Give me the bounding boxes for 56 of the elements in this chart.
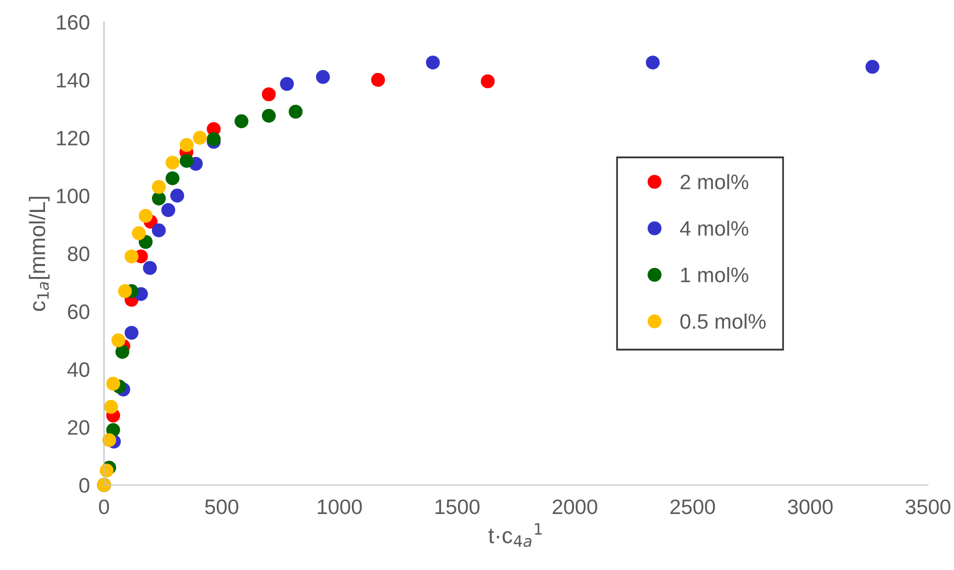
y-tick-label: 20 xyxy=(68,420,90,435)
point xyxy=(152,180,166,194)
x-tick-label: 3000 xyxy=(788,499,833,514)
point xyxy=(166,156,180,170)
point xyxy=(124,249,138,264)
point xyxy=(371,72,385,87)
legend-label: 2 mol% xyxy=(680,174,748,190)
y-tick-label: 160 xyxy=(56,15,90,30)
point xyxy=(152,223,166,238)
point xyxy=(166,171,180,186)
point xyxy=(426,56,440,70)
point xyxy=(288,104,303,119)
x-tick-label: 2000 xyxy=(552,499,598,514)
point xyxy=(206,132,221,146)
x-tick-label: 3500 xyxy=(906,499,950,514)
y-tick-label: 0 xyxy=(79,478,90,493)
x-tick-label: 1000 xyxy=(318,499,362,514)
y-tick-label: 140 xyxy=(56,72,90,88)
point xyxy=(180,138,194,152)
point xyxy=(865,60,880,74)
legend-label: 1 mol% xyxy=(681,267,748,282)
y-tick-label: 120 xyxy=(56,130,90,146)
x-tick-label: 1500 xyxy=(436,499,480,514)
point xyxy=(180,154,194,168)
point xyxy=(161,203,176,218)
point xyxy=(104,400,118,414)
point xyxy=(262,87,276,102)
point xyxy=(102,433,116,448)
point xyxy=(192,130,207,145)
point xyxy=(132,226,146,240)
point xyxy=(280,76,294,91)
point xyxy=(142,261,157,275)
point xyxy=(646,56,660,70)
point xyxy=(152,192,166,206)
y-tick-label: 60 xyxy=(68,304,90,320)
y-tick-label: 40 xyxy=(67,362,90,378)
point xyxy=(106,376,120,391)
x-axis-title: t·c$_{4a}$$^{1}$ xyxy=(488,523,542,547)
point xyxy=(118,284,132,298)
point xyxy=(138,208,153,223)
y-axis-title: c$_{1a}$[mmol/L] xyxy=(28,196,50,311)
legend-label: 4 mol% xyxy=(680,220,748,236)
y-tick-label: 80 xyxy=(68,246,90,262)
point xyxy=(170,188,184,203)
x-tick-label: 0 xyxy=(99,499,109,514)
point xyxy=(124,326,138,340)
point xyxy=(262,108,276,123)
x-tick-label: 500 xyxy=(205,499,238,514)
point xyxy=(111,333,126,348)
point xyxy=(316,70,330,84)
legend-label: 0.5 mol% xyxy=(680,314,766,329)
point xyxy=(480,74,495,88)
point xyxy=(234,114,248,128)
point xyxy=(115,344,130,359)
x-tick-label: 2500 xyxy=(670,499,715,514)
y-tick-label: 100 xyxy=(56,188,90,204)
